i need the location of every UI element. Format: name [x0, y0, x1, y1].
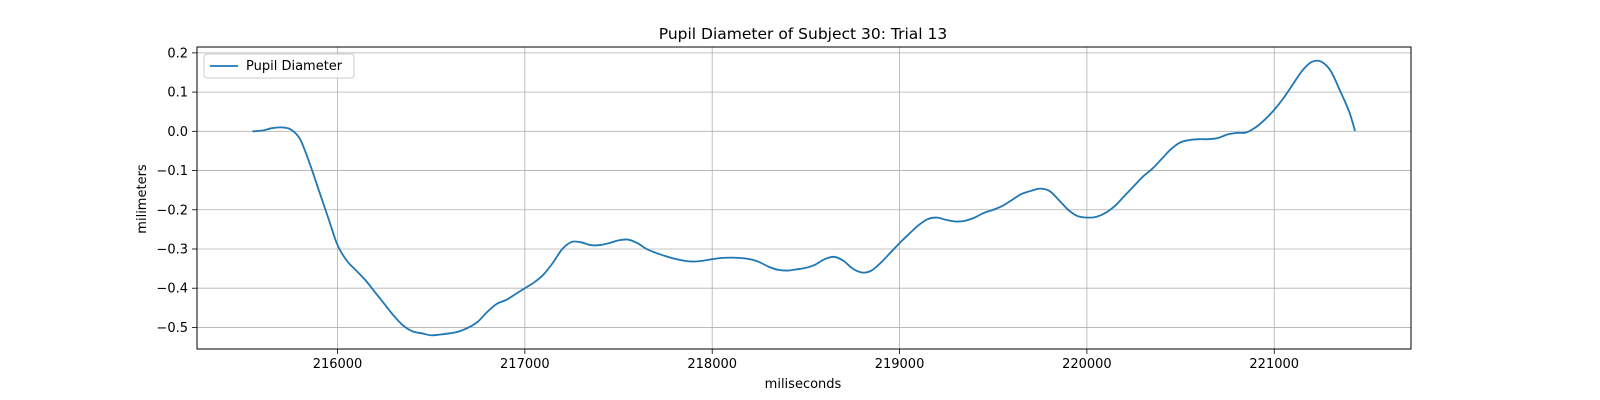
x-axis-ticks: 216000 217000 218000 219000 220000 221000	[313, 349, 1299, 372]
legend-box	[203, 53, 355, 79]
legend: Pupil Diameter	[203, 53, 355, 79]
series-layer	[252, 59, 1356, 337]
plot-area-frame	[196, 46, 1412, 350]
y-tick-label: −0.2	[156, 203, 188, 218]
y-axis-label: milimeters	[135, 164, 150, 234]
x-tick-label: 220000	[1062, 357, 1112, 372]
x-tick-label: 216000	[313, 357, 363, 372]
x-tick-label: 219000	[875, 357, 925, 372]
y-tick-label: −0.5	[156, 321, 188, 336]
x-tick-label: 221000	[1249, 357, 1299, 372]
y-tick-label: −0.1	[156, 164, 188, 179]
legend-label: Pupil Diameter	[246, 59, 343, 74]
y-tick-label: 0.2	[167, 46, 188, 61]
x-tick-label: 218000	[687, 357, 737, 372]
x-axis-label: miliseconds	[765, 377, 842, 392]
y-tick-label: 0.0	[167, 125, 188, 140]
series-line-pupil-diameter	[252, 59, 1356, 337]
y-tick-label: −0.3	[156, 242, 188, 257]
chart-title: Pupil Diameter of Subject 30: Trial 13	[659, 25, 948, 43]
grid-lines	[197, 47, 1411, 349]
y-axis-ticks: −0.5 −0.4 −0.3 −0.2 −0.1 0.0 0.1 0.2	[156, 46, 197, 336]
y-tick-label: −0.4	[156, 282, 188, 297]
x-tick-label: 217000	[500, 357, 550, 372]
y-tick-label: 0.1	[167, 86, 188, 101]
